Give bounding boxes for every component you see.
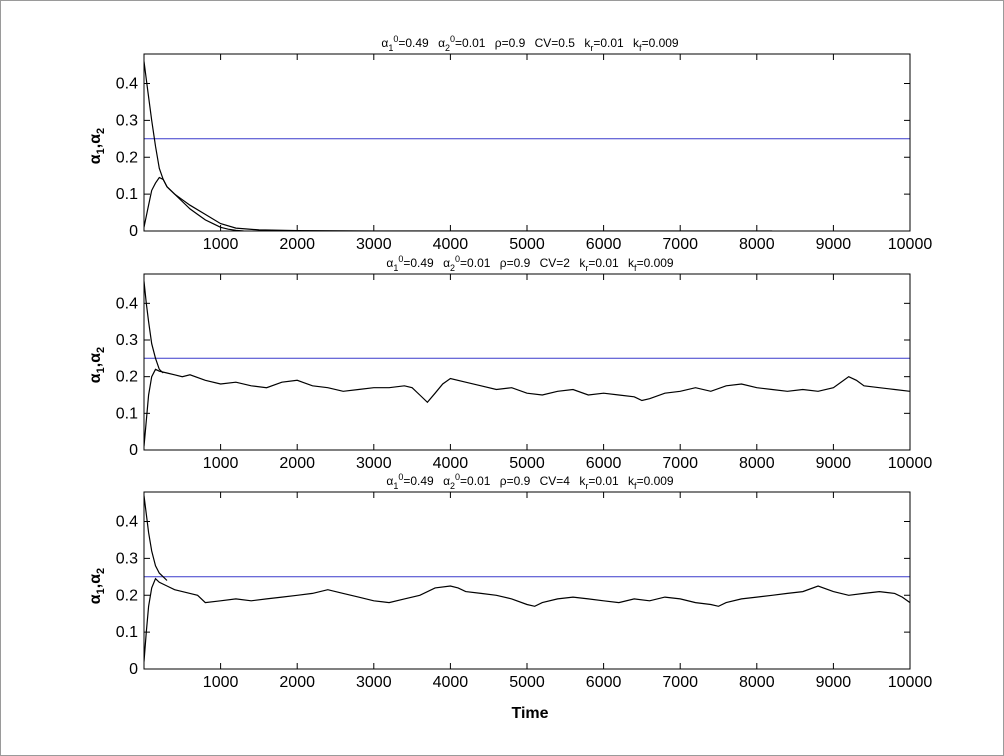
subplot-3-xtick-label: 6000 (586, 674, 622, 691)
subplot-2-ytick-label: 0 (129, 442, 138, 459)
subplot-3-ytick-label: 0 (129, 661, 138, 678)
subplot-2-ytick-label: 0.2 (116, 369, 138, 386)
subplot-3-series-3 (144, 577, 910, 662)
subplot-1-xtick-label: 2000 (279, 236, 315, 253)
subplot-2-xtick-label: 5000 (509, 455, 545, 472)
subplot-2: α10=0.49 α20=0.01 ρ=0.9 CV=2 kr=0.01 kf=… (87, 254, 932, 472)
subplot-3-xlabel: Time (511, 705, 548, 722)
subplot-1-ytick-label: 0 (129, 223, 138, 240)
subplot-1-series-2 (144, 61, 773, 231)
subplot-3-xtick-label: 9000 (816, 674, 852, 691)
subplot-1-xtick-label: 3000 (356, 236, 392, 253)
subplot-1-xtick-label: 9000 (816, 236, 852, 253)
subplot-2-ytick-label: 0.3 (116, 332, 138, 349)
subplot-2-xtick-label: 9000 (816, 455, 852, 472)
subplot-2-title: α10=0.49 α20=0.01 ρ=0.9 CV=2 kr=0.01 kf=… (386, 254, 674, 273)
subplot-3-ytick-label: 0.4 (116, 514, 138, 531)
subplot-2-xtick-label: 7000 (662, 455, 698, 472)
subplot-3-ytick-label: 0.3 (116, 550, 138, 567)
subplot-3: α10=0.49 α20=0.01 ρ=0.9 CV=4 kr=0.01 kf=… (87, 472, 932, 722)
subplot-1-ylabel: α1,α2 (87, 128, 107, 164)
subplot-1-ytick-label: 0.1 (116, 186, 138, 203)
subplot-1-ytick-label: 0.2 (116, 149, 138, 166)
subplot-1-xtick-label: 7000 (662, 236, 698, 253)
subplot-2-xtick-label: 3000 (356, 455, 392, 472)
subplot-2-xtick-label: 10000 (888, 455, 933, 472)
subplot-1-xtick-label: 4000 (433, 236, 469, 253)
subplot-1-title: α10=0.49 α20=0.01 ρ=0.9 CV=0.5 kr=0.01 k… (381, 34, 679, 53)
subplot-2-ytick-label: 0.4 (116, 295, 138, 312)
subplot-3-xtick-label: 8000 (739, 674, 775, 691)
subplot-3-xtick-label: 4000 (433, 674, 469, 691)
subplot-1-ytick-label: 0.4 (116, 76, 138, 93)
subplot-3-xtick-label: 1000 (203, 674, 239, 691)
subplot-1-xtick-label: 10000 (888, 236, 933, 253)
subplot-3-xtick-label: 7000 (662, 674, 698, 691)
subplot-1-xtick-label: 1000 (203, 236, 239, 253)
subplot-2-xtick-label: 4000 (433, 455, 469, 472)
subplot-3-xtick-label: 2000 (279, 674, 315, 691)
subplot-3-ytick-label: 0.2 (116, 587, 138, 604)
subplot-2-xtick-label: 8000 (739, 455, 775, 472)
subplot-1-series-3 (144, 176, 244, 231)
subplot-1-xtick-label: 5000 (509, 236, 545, 253)
subplot-2-ytick-label: 0.1 (116, 405, 138, 422)
subplot-1-ytick-label: 0.3 (116, 112, 138, 129)
subplot-2-xtick-label: 2000 (279, 455, 315, 472)
subplot-1-xtick-label: 6000 (586, 236, 622, 253)
subplot-1: α10=0.49 α20=0.01 ρ=0.9 CV=0.5 kr=0.01 k… (87, 34, 932, 253)
subplot-3-xtick-label: 10000 (888, 674, 933, 691)
subplot-3-xtick-label: 3000 (356, 674, 392, 691)
subplot-3-title: α10=0.49 α20=0.01 ρ=0.9 CV=4 kr=0.01 kf=… (386, 472, 674, 491)
subplot-2-xtick-label: 6000 (586, 455, 622, 472)
subplot-3-ylabel: α1,α2 (87, 568, 107, 604)
subplot-3-xtick-label: 5000 (509, 674, 545, 691)
subplot-1-xtick-label: 8000 (739, 236, 775, 253)
subplot-3-ytick-label: 0.1 (116, 624, 138, 641)
subplot-3-series-2 (144, 495, 168, 581)
subplot-2-xtick-label: 1000 (203, 455, 239, 472)
subplot-2-ylabel: α1,α2 (87, 347, 107, 383)
subplot-2-series-3 (144, 368, 910, 447)
